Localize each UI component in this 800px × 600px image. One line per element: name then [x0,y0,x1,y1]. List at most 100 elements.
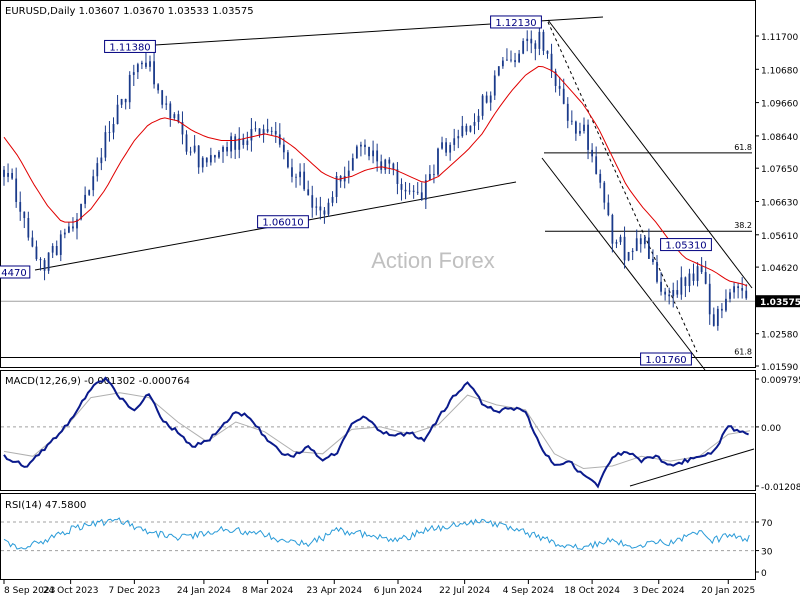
candle-body [696,266,699,281]
price-ytick-label: 1.08640 [761,133,798,143]
price-ytick-label: 1.02580 [761,331,798,341]
candle-body [347,170,350,176]
candle-body [538,31,541,49]
candle-body [392,163,395,170]
candle-body [457,136,460,139]
candle-body [716,308,719,326]
candle-body [153,61,155,85]
candle-body [453,138,456,145]
candle-body [116,104,119,124]
candle-body [607,202,610,215]
candle-body [672,290,675,297]
candle-body [408,190,411,192]
candle-body [416,191,419,193]
candle-body [51,245,54,253]
price-ytick-label: 1.05610 [761,232,798,242]
candle-body [136,64,139,73]
annotation-label: 1.12130 [495,18,536,29]
annotation-box [0,265,31,279]
annotation-box [104,39,156,53]
candle-body [433,174,435,175]
macd-support-line [629,448,755,487]
xtick-label: 3 Dec 2024 [633,586,685,596]
candle-body [242,138,245,145]
candle-body [518,53,521,63]
candle-body [737,286,740,289]
price-panel-title: EURUSD,Daily 1.03607 1.03670 1.03533 1.0… [5,6,254,17]
candle-body [7,173,9,177]
candle-body [652,258,654,262]
candle-body [27,218,30,238]
candle-body [579,130,581,134]
candle-body [278,134,281,145]
candle-body [574,121,577,134]
channel-lower-line [541,157,706,371]
candle-body [704,272,707,284]
candle-body [303,171,306,190]
candle-body [388,159,391,164]
candle-body [287,152,289,168]
candle-body [497,66,500,76]
candle-body [461,125,464,137]
candle-body [477,115,480,122]
candle-body [250,128,253,141]
xtick-label: 24 Jan 2024 [177,586,231,596]
candle-body [583,124,585,131]
candle-body [542,31,545,51]
candle-body [335,176,338,197]
xtick-label: 6 Jun 2024 [374,586,423,596]
candle-body [343,175,346,182]
price-ytick-label: 1.01590 [761,363,798,373]
dashed-decline-line [547,21,698,353]
candle-body [141,62,143,65]
candle-body [173,114,176,119]
candle-body [680,277,683,295]
candle-body [700,266,703,273]
candle-body [165,103,168,105]
candle-body [254,128,257,130]
fib-level-label: 61.8 [734,348,752,357]
candle-body [19,201,22,212]
annotation-label: 1.05310 [665,241,706,252]
rsi-ytick-label: 30 [761,548,773,558]
candle-body [128,74,131,103]
candle-body [3,169,5,177]
candle-body [631,250,634,253]
candle-body [380,161,383,170]
candle-body [169,103,172,119]
candle-body [619,236,622,243]
candle-body [566,103,569,121]
candle-body [270,130,273,132]
candle-body [360,144,362,147]
rsi-ytick-label: 70 [761,519,773,529]
candle-body [104,132,107,158]
candle-body [733,286,735,293]
current-price-tag-label: 1.03575 [760,298,800,308]
candle-body [741,288,744,291]
candle-body [43,260,46,271]
candle-body [656,261,658,282]
price-panel-frame [0,0,756,368]
candle-body [745,290,748,299]
candle-body [35,246,38,260]
candle-body [311,195,314,208]
candle-body [209,155,212,163]
xtick-label: 8 Sep 2023 [4,586,55,596]
candle-body [258,128,261,135]
candle-body [647,237,650,259]
candle-body [185,134,188,152]
candle-body [262,129,265,135]
candle-body [485,95,488,103]
annotation-label: 1.01760 [645,355,686,366]
candle-body [364,144,366,148]
candle-body [534,43,537,49]
candle-body [676,290,679,295]
candle-body [729,292,731,299]
xtick-label: 8 Mar 2024 [242,586,294,596]
candle-body [712,314,715,326]
candle-body [55,245,58,255]
candle-body [181,122,184,135]
channel-upper-line [547,19,753,289]
candle-body [59,234,62,255]
annotation-box [640,352,692,366]
